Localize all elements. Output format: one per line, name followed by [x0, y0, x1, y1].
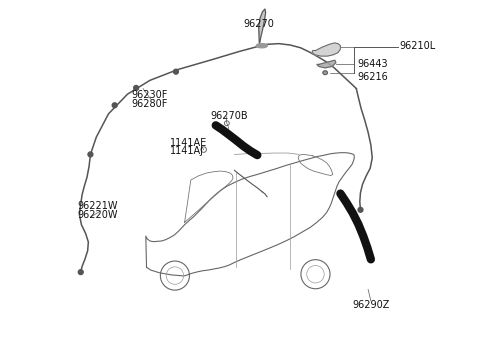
Text: 96290Z: 96290Z	[352, 300, 390, 310]
Ellipse shape	[323, 71, 327, 75]
Text: 96216: 96216	[358, 72, 388, 82]
Text: 96220W: 96220W	[77, 210, 118, 220]
Text: 96230F: 96230F	[131, 90, 168, 100]
Polygon shape	[259, 9, 265, 44]
Text: 96443: 96443	[358, 59, 388, 69]
Text: 96270: 96270	[244, 19, 275, 29]
Circle shape	[88, 152, 93, 157]
Text: 96210L: 96210L	[399, 42, 435, 51]
Circle shape	[134, 86, 139, 90]
Circle shape	[174, 69, 179, 74]
Circle shape	[112, 103, 117, 108]
Ellipse shape	[256, 44, 267, 48]
Circle shape	[78, 270, 83, 275]
Text: 1141AE: 1141AE	[170, 138, 207, 148]
Polygon shape	[317, 60, 336, 68]
Circle shape	[358, 207, 363, 212]
Text: 96270B: 96270B	[211, 111, 248, 121]
Text: 1141AJ: 1141AJ	[170, 146, 204, 156]
Polygon shape	[312, 43, 340, 56]
Text: 96280F: 96280F	[131, 98, 168, 109]
Text: 96221W: 96221W	[77, 201, 118, 211]
